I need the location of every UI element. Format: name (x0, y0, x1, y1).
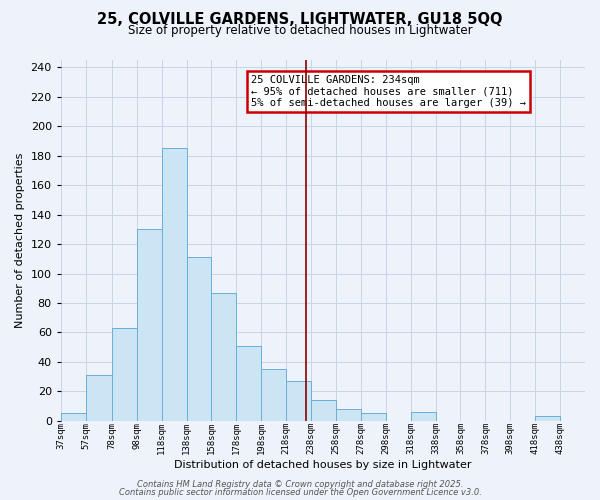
Text: Contains public sector information licensed under the Open Government Licence v3: Contains public sector information licen… (119, 488, 481, 497)
Bar (161, 148, 187, 421)
Bar (535, 416, 560, 421)
Bar (211, 292, 236, 421)
Bar (61, 414, 86, 421)
Bar (261, 370, 286, 421)
Bar (137, 230, 161, 421)
Text: Size of property relative to detached houses in Lightwater: Size of property relative to detached ho… (128, 24, 472, 37)
Bar (311, 400, 336, 421)
Bar (336, 409, 361, 421)
Bar (361, 414, 386, 421)
Text: Contains HM Land Registry data © Crown copyright and database right 2025.: Contains HM Land Registry data © Crown c… (137, 480, 463, 489)
Bar (112, 328, 137, 421)
X-axis label: Distribution of detached houses by size in Lightwater: Distribution of detached houses by size … (174, 460, 472, 470)
Bar (86, 375, 112, 421)
Text: 25, COLVILLE GARDENS, LIGHTWATER, GU18 5QQ: 25, COLVILLE GARDENS, LIGHTWATER, GU18 5… (97, 12, 503, 28)
Bar (236, 346, 261, 421)
Bar (187, 258, 211, 421)
Y-axis label: Number of detached properties: Number of detached properties (15, 152, 25, 328)
Bar (410, 412, 436, 421)
Text: 25 COLVILLE GARDENS: 234sqm
← 95% of detached houses are smaller (711)
5% of sem: 25 COLVILLE GARDENS: 234sqm ← 95% of det… (251, 74, 526, 108)
Bar (286, 381, 311, 421)
